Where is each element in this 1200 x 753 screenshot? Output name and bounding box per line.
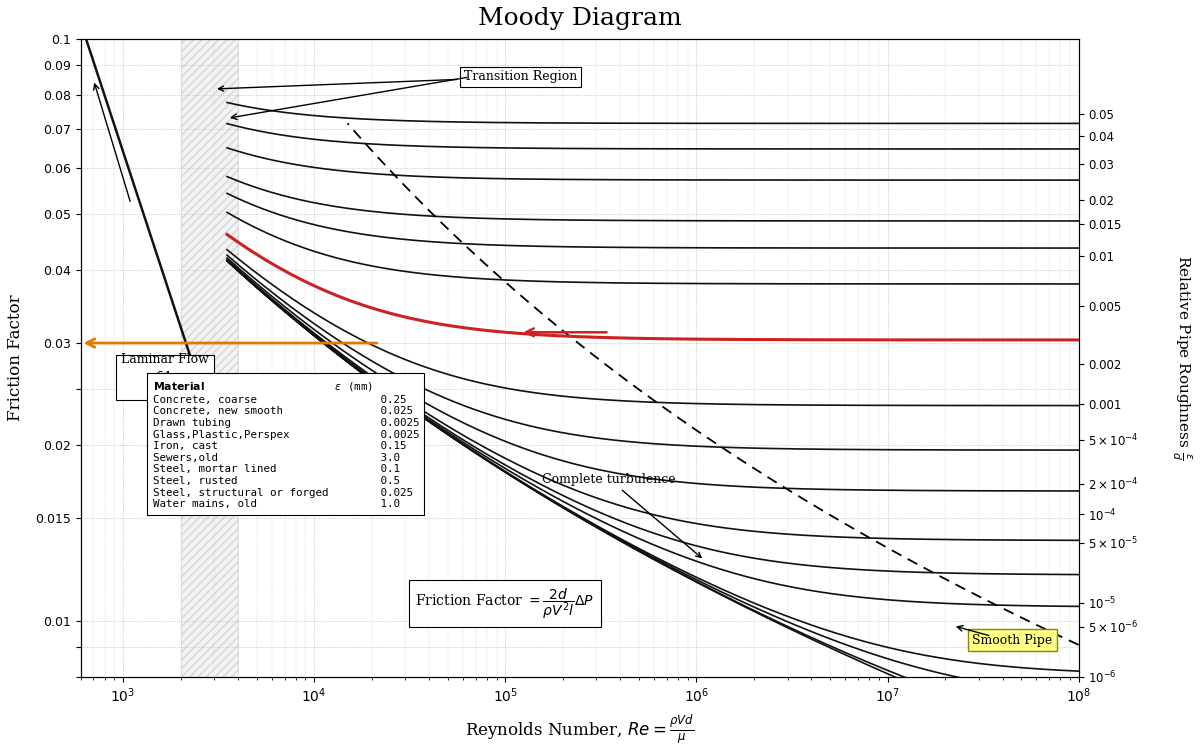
Bar: [180, 39, 238, 677]
Text: Complete turbulence: Complete turbulence: [542, 473, 701, 557]
Text: Friction Factor $= \dfrac{2d}{\rho V^2 l} \Delta P$: Friction Factor $= \dfrac{2d}{\rho V^2 l…: [415, 586, 594, 621]
Text: Laminar Flow
$\dfrac{64}{Re}$: Laminar Flow $\dfrac{64}{Re}$: [121, 353, 209, 395]
Y-axis label: Friction Factor: Friction Factor: [7, 294, 24, 421]
Text: Smooth Pipe: Smooth Pipe: [972, 634, 1052, 647]
Title: Moody Diagram: Moody Diagram: [478, 7, 682, 30]
Text: $\mathbf{Material}$                    $\varepsilon$ (mm)
Concrete, coarse      : $\mathbf{Material}$ $\varepsilon$ (mm) C…: [152, 380, 419, 509]
Y-axis label: Relative Pipe Roughness $\frac{\varepsilon}{d}$: Relative Pipe Roughness $\frac{\varepsil…: [1170, 255, 1193, 460]
X-axis label: Reynolds Number, $Re = \frac{\rho V d}{\mu}$: Reynolds Number, $Re = \frac{\rho V d}{\…: [466, 714, 695, 746]
Text: Transition Region: Transition Region: [218, 71, 577, 91]
